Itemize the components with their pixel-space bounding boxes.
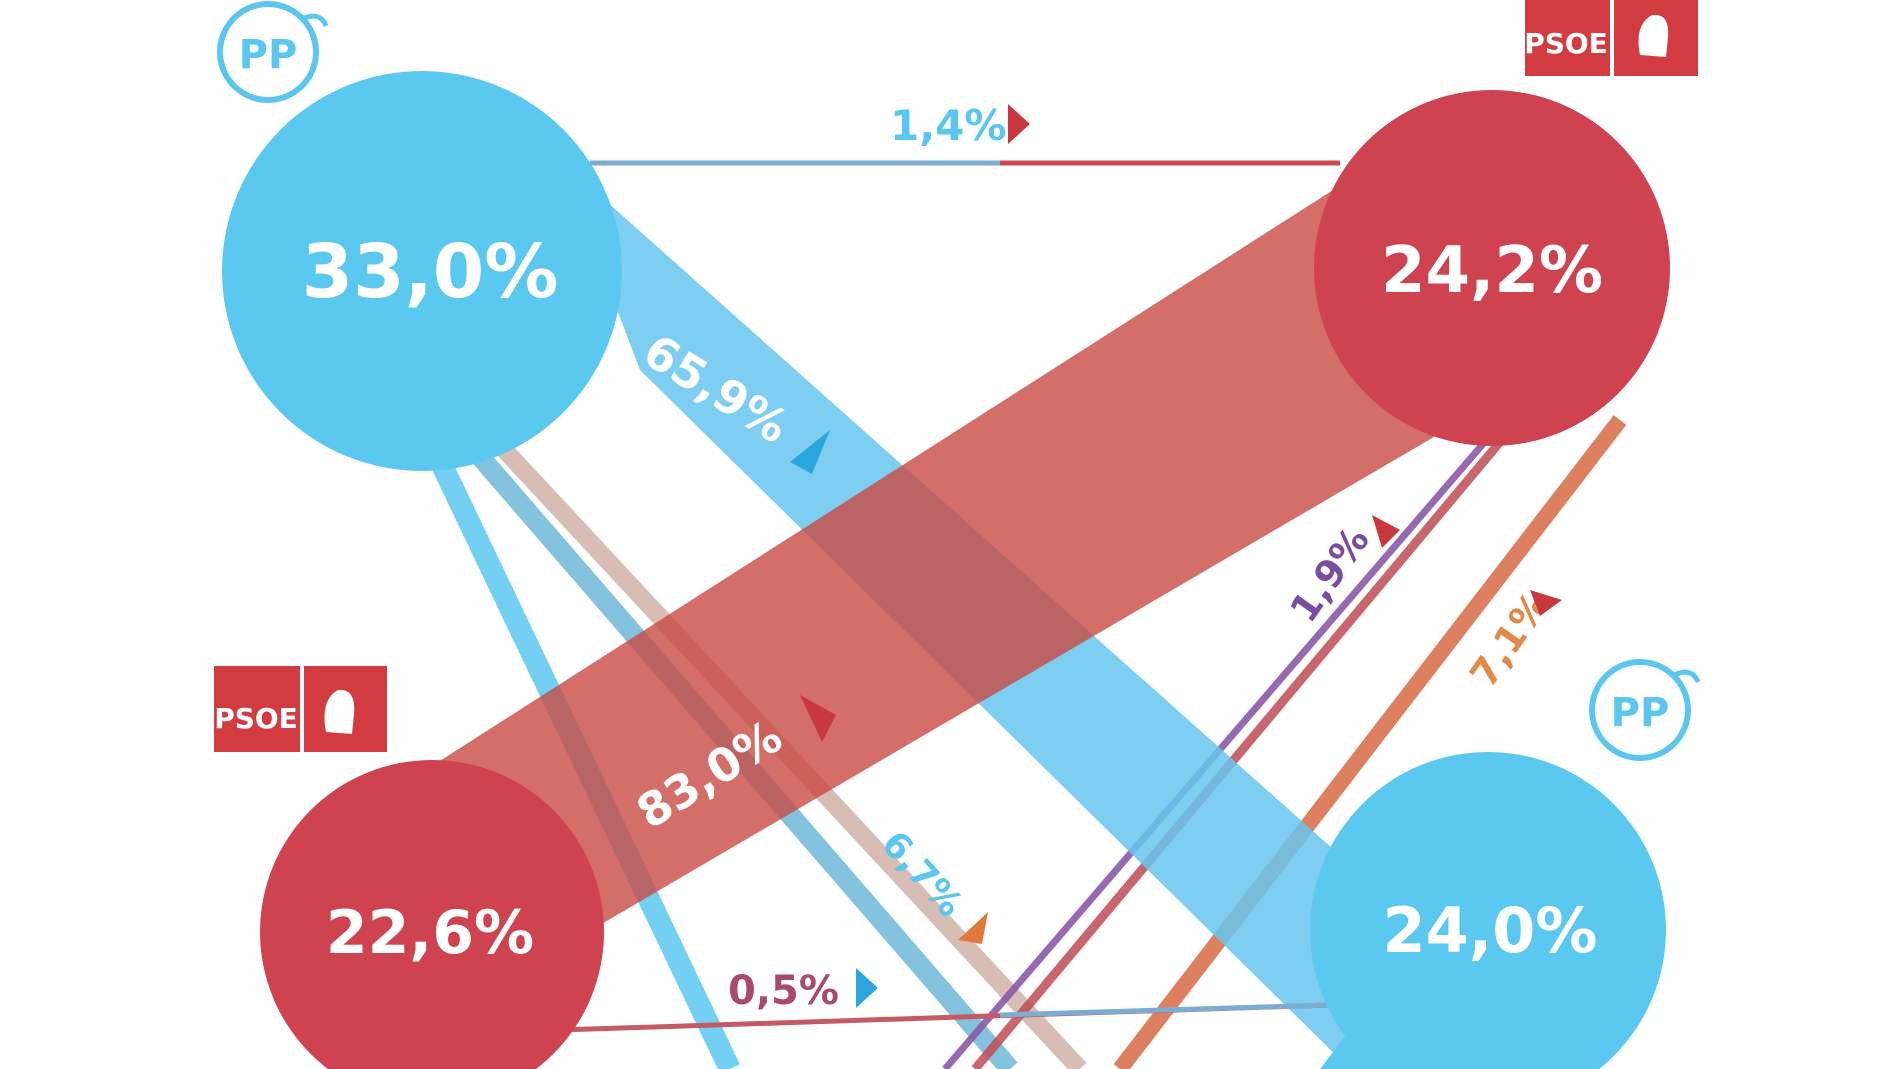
flow-line-bottom-blue xyxy=(999,1002,1331,1018)
arrow-right-icon xyxy=(1008,104,1030,144)
bird-icon xyxy=(1670,669,1701,684)
node-psoe-bottom: 22,6% xyxy=(260,760,604,1069)
pp-logo-right: PP xyxy=(1589,659,1701,761)
node-circle xyxy=(260,760,604,1069)
arrow-down-icon xyxy=(790,430,830,474)
node-label: 24,2% xyxy=(1381,234,1603,308)
arrow-right-icon xyxy=(856,968,878,1008)
node-label: 22,6% xyxy=(326,898,534,968)
arrow-up-icon xyxy=(1530,590,1562,616)
arrow-down-icon xyxy=(958,912,988,944)
psoe-logo-left: PSOE xyxy=(214,666,387,752)
psoe-logo-top-right: PSOE xyxy=(1524,0,1698,76)
flow-label: 0,5% xyxy=(728,968,839,1014)
psoe-logo-text: PSOE xyxy=(1524,27,1608,60)
node-psoe-top: 24,2% xyxy=(1314,90,1670,446)
node-label: 24,0% xyxy=(1382,894,1597,967)
flow-ribbon-psoe-to-psoe xyxy=(410,160,1480,960)
bird-icon xyxy=(298,13,329,28)
psoe-logo-divider xyxy=(300,666,304,752)
fist-rose-icon xyxy=(324,689,355,734)
flow-label-group-1: 1,4% xyxy=(890,101,1030,150)
node-label: 33,0% xyxy=(302,229,559,315)
flow-label-group-4: 1,9% xyxy=(1281,519,1377,631)
psoe-logo-divider xyxy=(1610,0,1614,76)
node-circle xyxy=(222,71,622,471)
pp-logo-ring xyxy=(217,1,319,103)
pp-logo-text: PP xyxy=(1611,690,1670,736)
node-pp-top: 33,0% xyxy=(222,71,622,471)
node-circle xyxy=(1314,90,1670,446)
pp-logo-top-left: PP xyxy=(217,1,329,103)
fist-rose-icon xyxy=(1638,14,1669,58)
pp-logo-ring xyxy=(1589,659,1691,761)
node-pp-bottom: 24,0% xyxy=(1310,752,1666,1069)
arrow-up-icon xyxy=(1372,515,1400,548)
arrow-up-icon xyxy=(800,695,836,742)
flow-strand-orange xyxy=(1113,415,1627,1069)
flow-label-group-7: 0,5% xyxy=(728,968,878,1014)
flow-strand-psoe-a xyxy=(971,427,1514,1069)
pp-logo-text: PP xyxy=(239,32,298,78)
flow-label: 1,4% xyxy=(890,101,1006,150)
node-circle xyxy=(1310,752,1666,1069)
psoe-logo-text: PSOE xyxy=(214,702,298,735)
flow-label: 1,9% xyxy=(1281,519,1377,631)
